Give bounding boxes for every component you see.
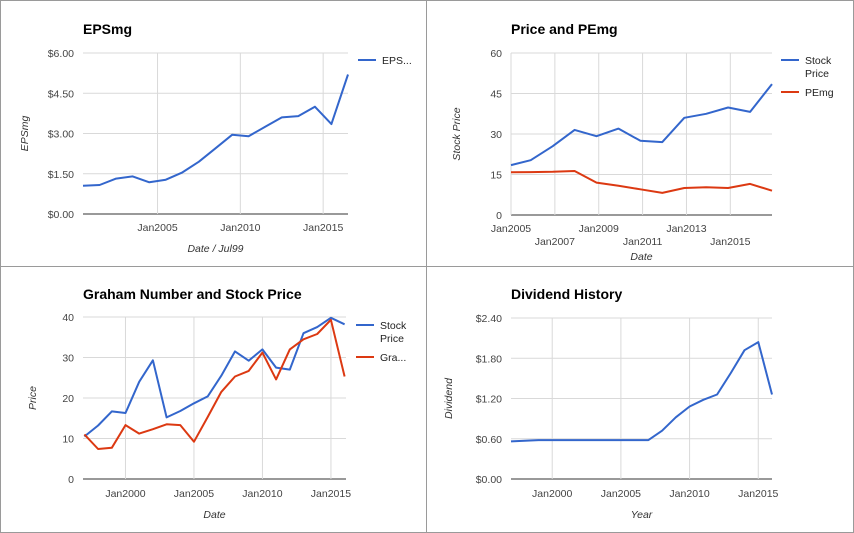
x-axis-label: Date / Jul99: [187, 243, 243, 255]
y-tick-label: $1.50: [48, 169, 74, 181]
x-tick-label: Jan2010: [669, 488, 709, 500]
x-axis-label: Year: [631, 509, 653, 521]
x-tick-label: Jan2000: [532, 488, 572, 500]
y-axis-label: Price: [27, 386, 39, 410]
series-line-0: [510, 341, 773, 443]
x-tick-label: Jan2005: [601, 488, 641, 500]
x-tick-label: Jan2005: [174, 488, 214, 500]
x-axis-label: Date: [630, 251, 652, 263]
x-tick-label: Jan2011: [623, 236, 663, 248]
legend-label-1: Gra...: [380, 352, 406, 364]
y-tick-label: 30: [62, 353, 74, 365]
y-tick-label: 30: [490, 129, 502, 141]
y-axis-label: Stock Price: [451, 107, 463, 160]
chart-title: Dividend History: [511, 286, 622, 302]
x-tick-label: Jan2010: [242, 488, 282, 500]
x-tick-label: Jan2005: [137, 222, 177, 234]
x-tick-label: Jan2015: [311, 488, 351, 500]
y-tick-label: 0: [496, 210, 502, 222]
x-tick-label: Jan2015: [738, 488, 778, 500]
x-tick-label: Jan2015: [303, 222, 343, 234]
y-tick-label: $1.20: [476, 394, 502, 406]
x-tick-label: Jan2005: [491, 223, 531, 235]
chart-title: Graham Number and Stock Price: [83, 286, 302, 302]
legend-label-0: Stock Price: [805, 55, 832, 80]
y-tick-label: 40: [62, 312, 74, 324]
chart-panel-graham-number: Graham Number and Stock Price 0 10 20 30 40 Ja…: [0, 266, 427, 533]
x-tick-label: Jan2015: [710, 236, 750, 248]
series-line-1: [83, 318, 346, 450]
chart-panel-dividend-history: Dividend History $0.00 $0.60 $1.20 $1.80 $2.4…: [426, 266, 854, 533]
legend-label-1: PEmg: [805, 87, 834, 99]
y-axis-label: EPSmg: [19, 116, 31, 152]
y-tick-label: 20: [62, 393, 74, 405]
series-line-0: [82, 74, 349, 187]
x-tick-label: Jan2000: [105, 488, 145, 500]
graham-number-chart: Graham Number and Stock Price 0 10 20 30 40 Ja…: [27, 286, 407, 521]
y-tick-label: $3.00: [48, 129, 74, 141]
dividend-history-chart: Dividend History $0.00 $0.60 $1.20 $1.80 $2.4…: [443, 286, 779, 521]
series-line-0: [83, 316, 346, 438]
series-line-0: [510, 83, 773, 167]
y-tick-label: $0.60: [476, 434, 502, 446]
chart-title: EPSmg: [83, 21, 132, 37]
x-tick-label: Jan2010: [220, 222, 260, 234]
legend-label-0: EPS...: [382, 55, 412, 67]
y-tick-label: 45: [490, 89, 502, 101]
y-tick-label: $0.00: [48, 209, 74, 221]
x-axis-label: Date: [203, 509, 225, 521]
y-tick-label: $1.80: [476, 353, 502, 365]
x-tick-label: Jan2009: [579, 223, 619, 235]
y-tick-label: $4.50: [48, 88, 74, 100]
y-axis-label: Dividend: [443, 377, 455, 419]
x-tick-label: Jan2013: [666, 223, 706, 235]
x-tick-label: Jan2007: [535, 236, 575, 248]
y-tick-label: 0: [68, 474, 74, 486]
y-tick-label: 60: [490, 48, 502, 60]
y-tick-label: 10: [62, 434, 74, 446]
epsmg-chart: EPSmg $0.00 $1.50 $3.00 $4.50 $6.00 Jan2005 Jan…: [19, 21, 412, 255]
y-tick-label: 15: [490, 170, 502, 182]
price-pemg-chart: Price and PEmg 0 15 30 45 60 Jan2005 Jan2007 Jan…: [451, 21, 834, 263]
y-tick-label: $0.00: [476, 474, 502, 486]
chart-panel-price-pemg: Price and PEmg 0 15 30 45 60 Jan2005 Jan2007 Jan…: [426, 0, 854, 267]
chart-title: Price and PEmg: [511, 21, 618, 37]
chart-panel-epsmg: EPSmg $0.00 $1.50 $3.00 $4.50 $6.00 Jan2005 Jan…: [0, 0, 427, 267]
y-tick-label: $2.40: [476, 313, 502, 325]
y-tick-label: $6.00: [48, 48, 74, 60]
legend-label-0: Stock Price: [380, 320, 407, 345]
series-line-1: [510, 170, 773, 194]
